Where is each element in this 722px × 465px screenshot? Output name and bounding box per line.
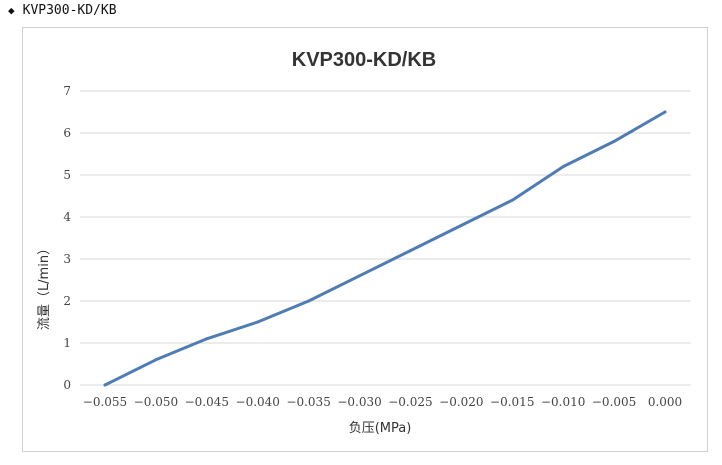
x-tick-label: −0.025	[388, 395, 432, 409]
data-point	[154, 358, 158, 362]
line-chart: KVP300-KD/KB 0 1 2 3 4 5 6 7 −0.055 −0.050 −0.045…	[37, 49, 691, 436]
diamond-bullet-icon: ◆	[8, 4, 15, 17]
y-axis-label: 流量（L/min）	[37, 242, 52, 330]
chart-container: KVP300-KD/KB 0 1 2 3 4 5 6 7 −0.055 −0.050 −0.045…	[22, 27, 708, 452]
data-point	[205, 337, 209, 341]
x-tick-label: 0.000	[648, 395, 682, 409]
y-tick-label: 1	[63, 336, 71, 350]
data-point	[510, 198, 514, 202]
y-tick-label: 5	[63, 168, 71, 182]
gridlines	[80, 90, 691, 386]
data-point	[408, 249, 412, 253]
data-point	[663, 110, 667, 114]
data-point	[307, 299, 311, 303]
data-point	[612, 139, 616, 143]
y-tick-label: 3	[63, 252, 71, 266]
y-axis-ticks: 0 1 2 3 4 5 6 7	[63, 84, 71, 392]
x-tick-label: −0.030	[337, 395, 381, 409]
heading-text: KVP300-KD/KB	[22, 3, 117, 18]
data-point	[256, 320, 260, 324]
y-tick-label: 0	[63, 378, 71, 392]
data-point	[103, 383, 107, 387]
y-tick-label: 6	[63, 126, 71, 140]
x-tick-label: −0.015	[490, 395, 534, 409]
x-tick-label: −0.035	[286, 395, 330, 409]
x-axis-label: 负压(MPa)	[349, 421, 412, 436]
y-tick-label: 7	[63, 84, 71, 98]
page-heading: ◆ KVP300-KD/KB	[8, 3, 117, 18]
x-tick-label: −0.045	[185, 395, 229, 409]
data-point	[459, 223, 463, 227]
y-tick-label: 2	[63, 294, 71, 308]
x-tick-label: −0.055	[83, 395, 127, 409]
x-tick-label: −0.010	[541, 395, 585, 409]
data-point	[561, 165, 565, 169]
x-tick-label: −0.020	[439, 395, 483, 409]
y-tick-label: 4	[63, 210, 71, 224]
x-tick-label: −0.050	[134, 395, 178, 409]
data-point	[358, 274, 362, 278]
x-tick-label: −0.005	[592, 395, 636, 409]
x-axis-ticks: −0.055 −0.050 −0.045 −0.040 −0.035 −0.030 −0.0…	[83, 395, 682, 409]
series-line	[103, 110, 667, 387]
chart-title: KVP300-KD/KB	[292, 49, 436, 71]
x-tick-label: −0.040	[236, 395, 280, 409]
series-layer	[103, 110, 667, 387]
